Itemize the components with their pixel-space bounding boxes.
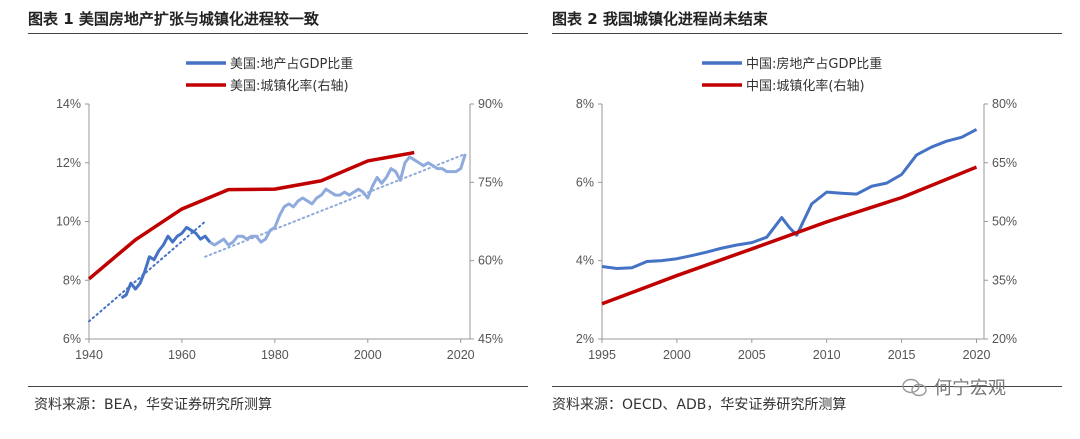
x-tick-label: 1960 <box>168 348 196 362</box>
title-rule <box>552 33 1062 34</box>
trend-line <box>88 220 207 323</box>
y-left-tick-label: 12% <box>56 156 81 170</box>
source-note: 资料来源：BEA，华安证券研究所测算 <box>34 397 273 413</box>
x-tick-label: 2005 <box>738 348 766 362</box>
x-tick-label: 2010 <box>813 348 841 362</box>
x-tick-label: 2020 <box>447 348 475 362</box>
chart-title: 图表 1 美国房地产扩张与城镇化进程较一致 <box>28 10 319 28</box>
y-right-tick-label: 75% <box>478 175 503 189</box>
y-left-tick-label: 8% <box>63 273 81 287</box>
y-left-tick-label: 6% <box>576 175 594 189</box>
trend-line <box>204 152 467 258</box>
urbanization-line <box>601 165 978 306</box>
legend-label: 美国:地产占GDP比重 <box>230 56 353 72</box>
y-right-tick-label: 20% <box>992 332 1017 346</box>
y-right-tick-label: 90% <box>478 97 503 111</box>
wechat-icon <box>902 378 927 397</box>
y-left-tick-label: 2% <box>576 332 594 346</box>
watermark: 何宁宏观 <box>934 378 1006 399</box>
x-tick-label: 1980 <box>261 348 289 362</box>
right-panel: 图表 2 我国城镇化进程尚未结束 1995 2000 2005 2010 2015 202… <box>548 0 1080 439</box>
x-tick-label: 2020 <box>963 348 991 362</box>
chart-right: 1995 2000 2005 2010 2015 2020 2% 4% 6% 8% 20% 35% 50… <box>576 56 1017 362</box>
series-line-later <box>209 153 467 247</box>
real-estate-share-line <box>601 128 978 270</box>
y-right-tick-label: 60% <box>478 254 503 268</box>
source-rule <box>28 386 528 387</box>
y-left-tick-label: 14% <box>56 97 81 111</box>
y-right-tick-label: 35% <box>992 273 1017 287</box>
y-right-tick-label: 80% <box>992 97 1017 111</box>
chart-left: 1940 1960 1980 2000 2020 6% 8% 10% 12% 14% 45% 60% 7… <box>56 56 503 362</box>
y-left-tick-label: 10% <box>56 215 81 229</box>
legend-label: 美国:城镇化率(右轴) <box>230 78 349 94</box>
x-tick-label: 2000 <box>354 348 382 362</box>
x-tick-label: 1995 <box>588 348 616 362</box>
y-right-tick-label: 50% <box>992 215 1017 229</box>
y-left-tick-label: 4% <box>576 254 594 268</box>
left-panel: 图表 1 美国房地产扩张与城镇化进程较一致 1940 1960 1980 2000 20… <box>28 10 528 413</box>
chart-title: 图表 2 我国城镇化进程尚未结束 <box>552 10 768 28</box>
legend-label: 中国:房地产占GDP比重 <box>746 56 882 72</box>
y-left-tick-label: 8% <box>576 97 594 111</box>
source-rule <box>552 386 1062 387</box>
y-right-tick-label: 65% <box>992 156 1017 170</box>
series-line <box>120 225 211 300</box>
y-right-tick-label: 45% <box>478 332 503 346</box>
x-tick-label: 1940 <box>75 348 103 362</box>
legend-label: 中国:城镇化率(右轴) <box>746 78 865 94</box>
y-left-tick-label: 6% <box>63 332 81 346</box>
title-rule <box>28 33 528 34</box>
source-note: 资料来源：OECD、ADB，华安证券研究所测算 <box>552 397 847 413</box>
x-tick-label: 2000 <box>663 348 691 362</box>
x-tick-label: 2015 <box>888 348 916 362</box>
urbanization-line <box>87 150 415 281</box>
